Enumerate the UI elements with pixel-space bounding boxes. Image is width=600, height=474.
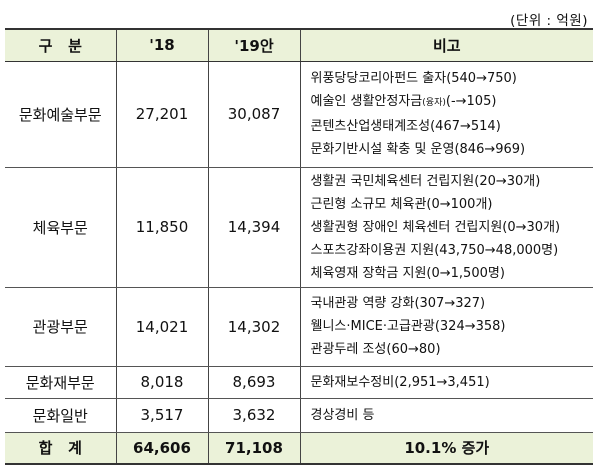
note-line: 경상경비 등 <box>310 407 375 423</box>
total-2019: 71,108 <box>207 432 300 465</box>
note-line: 위풍당당코리아펀드 출자(540→750) <box>310 71 517 86</box>
row-2018: 14,021 <box>115 287 208 367</box>
row-notes: 위풍당당코리아펀드 출자(540→750) 예술인 생활안정자금(융자)(-→1… <box>299 61 593 168</box>
note-line: 체육영재 장학금 지원(0→1,500명) <box>310 265 505 281</box>
total-note: 10.1% 증가 <box>299 432 593 465</box>
note-line: 생활권 국민체육센터 건립지원(20→30개) <box>310 173 541 189</box>
table-row: 관광부문 14,021 14,302 국내관광 역량 강화(307→327) 웰… <box>5 287 593 367</box>
row-category: 문화일반 <box>5 398 116 433</box>
row-2018: 27,201 <box>115 61 208 168</box>
row-category: 관광부문 <box>5 287 116 367</box>
row-category: 체육부문 <box>5 167 116 288</box>
row-2019: 14,302 <box>207 287 300 367</box>
note-small: (융자) <box>422 98 446 108</box>
header-row: 구 분 '18 '19안 비고 <box>5 28 593 62</box>
note-line: 생활권형 장애인 체육센터 건립지원(0→30개) <box>310 219 561 235</box>
row-category: 문화재부문 <box>5 366 116 399</box>
header-2018: '18 <box>115 28 208 62</box>
note-line: 웰니스·MICE·고급관광(324→358) <box>310 319 506 334</box>
total-row: 합 계 64,606 71,108 10.1% 증가 <box>5 432 593 465</box>
row-2018: 8,018 <box>115 366 208 399</box>
table-row: 체육부문 11,850 14,394 생활권 국민체육센터 건립지원(20→30… <box>5 167 593 288</box>
row-2018: 11,850 <box>115 167 208 288</box>
note-line: 예술인 생활안정자금(융자)(-→105) <box>310 94 497 109</box>
note-line: 근린형 소규모 체육관(0→100개) <box>310 196 493 212</box>
header-note: 비고 <box>299 28 593 62</box>
row-category: 문화예술부문 <box>5 61 116 168</box>
total-2018: 64,606 <box>115 432 208 465</box>
row-2019: 3,632 <box>207 398 300 433</box>
table-row: 문화일반 3,517 3,632 경상경비 등 <box>5 398 593 433</box>
row-2019: 30,087 <box>207 61 300 168</box>
note-line: 관광두레 조성(60→80) <box>310 342 441 357</box>
budget-table: 구 분 '18 '19안 비고 문화예술부문 27,201 30,087 위풍당… <box>5 28 593 465</box>
header-category: 구 분 <box>5 28 116 62</box>
note-line: 문화기반시설 확충 및 운영(846→969) <box>310 142 526 157</box>
row-notes: 경상경비 등 <box>299 398 593 433</box>
row-2019: 8,693 <box>207 366 300 399</box>
row-2019: 14,394 <box>207 167 300 288</box>
total-category: 합 계 <box>5 432 116 465</box>
table-row: 문화예술부문 27,201 30,087 위풍당당코리아펀드 출자(540→75… <box>5 61 593 168</box>
row-2018: 3,517 <box>115 398 208 433</box>
table-row: 문화재부문 8,018 8,693 문화재보수정비(2,951→3,451) <box>5 366 593 399</box>
row-notes: 문화재보수정비(2,951→3,451) <box>299 366 593 399</box>
note-line: 국내관광 역량 강화(307→327) <box>310 296 486 311</box>
note-line: 콘텐츠산업생태계조성(467→514) <box>310 119 501 134</box>
header-2019: '19안 <box>207 28 300 62</box>
row-notes: 생활권 국민체육센터 건립지원(20→30개) 근린형 소규모 체육관(0→10… <box>299 167 593 288</box>
note-line: 스포츠강좌이용권 지원(43,750→48,000명) <box>310 242 559 258</box>
note-line: 문화재보수정비(2,951→3,451) <box>310 374 490 390</box>
row-notes: 국내관광 역량 강화(307→327) 웰니스·MICE·고급관광(324→35… <box>299 287 593 367</box>
unit-label: (단위 : 억원) <box>510 13 588 29</box>
